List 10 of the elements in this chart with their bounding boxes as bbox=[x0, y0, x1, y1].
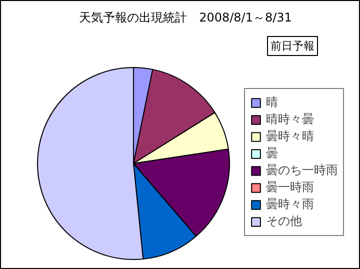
legend-label: 曇一時雨 bbox=[266, 179, 314, 196]
legend-label: その他 bbox=[266, 213, 302, 230]
legend-label: 曇時々晴 bbox=[266, 128, 314, 145]
legend-label: 曇時々雨 bbox=[266, 196, 314, 213]
legend-label: 曇 bbox=[266, 145, 279, 162]
legend-label: 晴時々曇 bbox=[266, 111, 314, 128]
legend-label: 晴 bbox=[266, 94, 279, 111]
chart-title: 天気予報の出現統計 2008/8/1～8/31 bbox=[79, 10, 292, 24]
legend-label: 曇のち一時雨 bbox=[266, 162, 338, 179]
chart-subtitle: 前日予報 bbox=[270, 40, 314, 52]
